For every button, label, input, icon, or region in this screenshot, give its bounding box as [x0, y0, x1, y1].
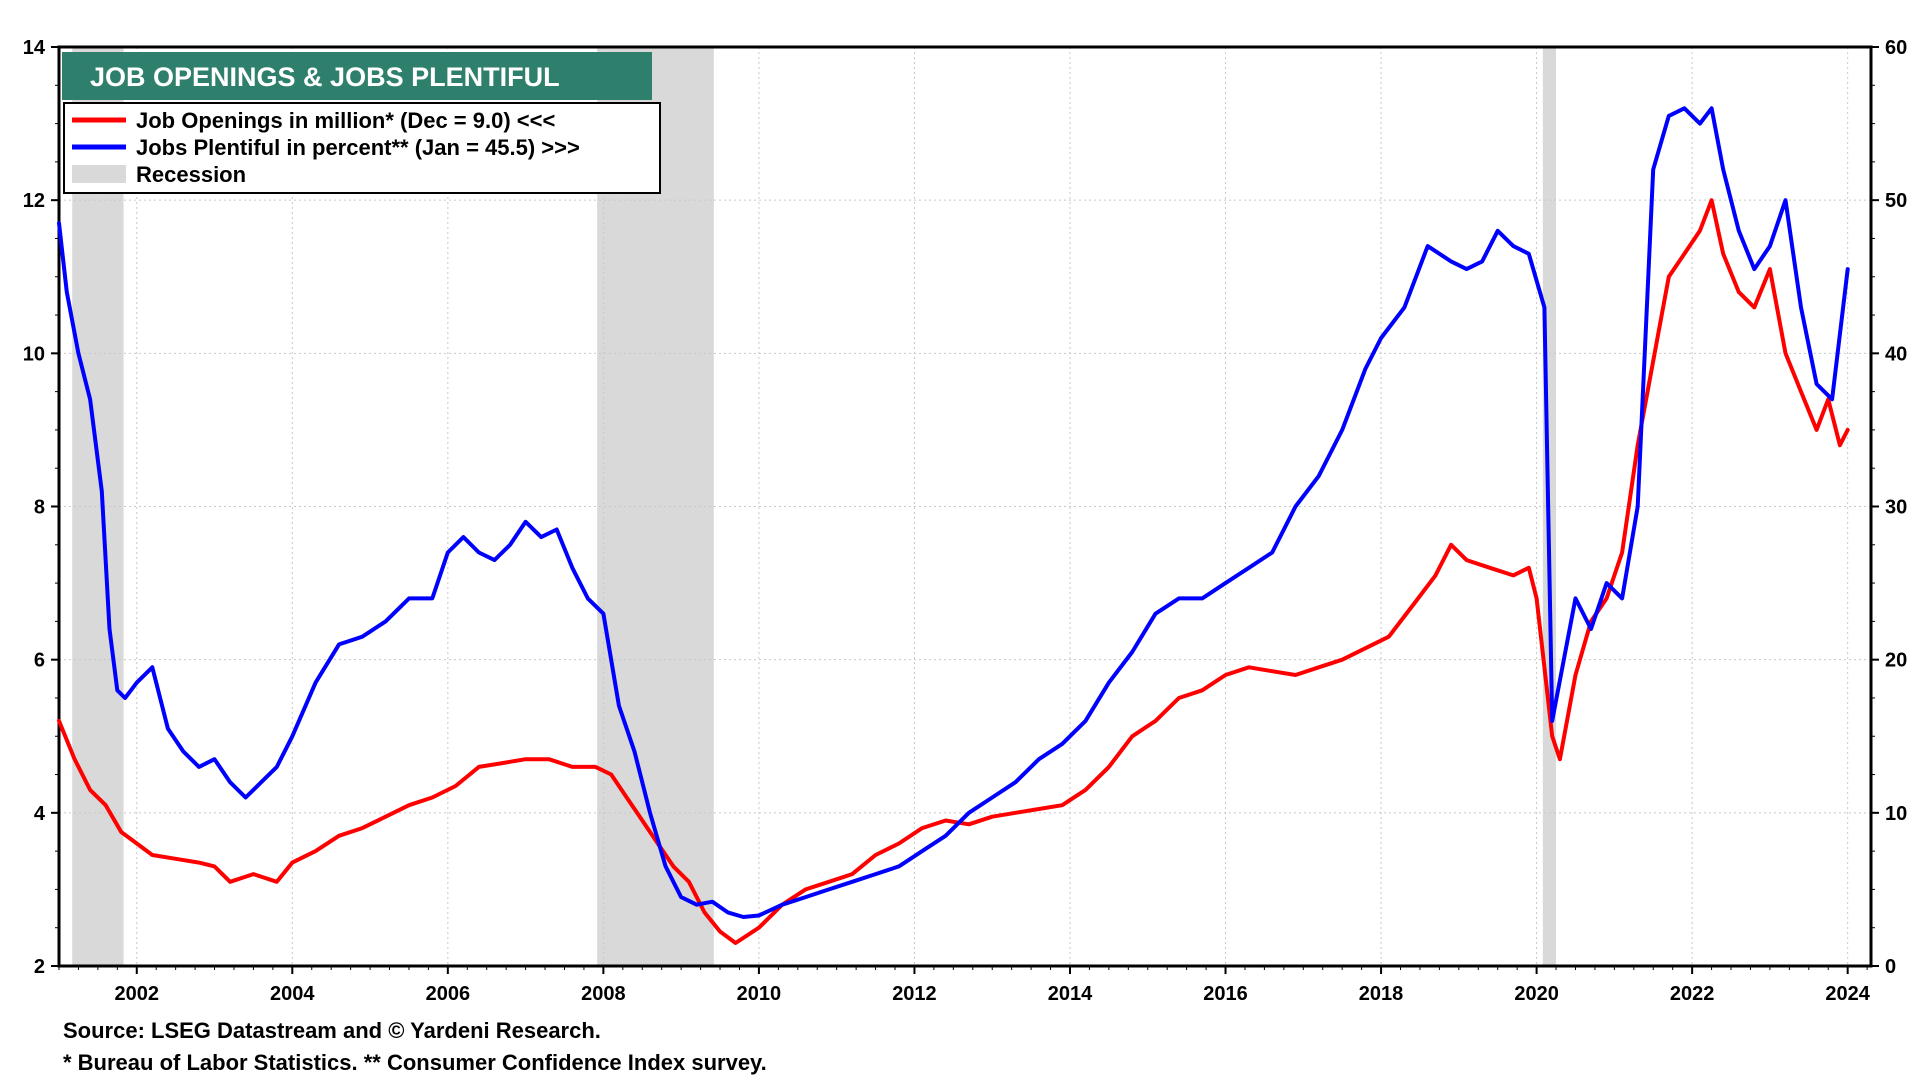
left-tick-label: 10	[23, 343, 45, 365]
left-tick-label: 4	[34, 803, 46, 825]
x-tick-label: 2010	[737, 983, 782, 1005]
right-tick-label: 10	[1885, 803, 1907, 825]
legend-label-recession: Recession	[136, 162, 246, 187]
right-axis-labels: 0 10 20 30 40 50 60	[1885, 37, 1907, 978]
x-tick-label: 2016	[1203, 983, 1248, 1005]
x-tick-label: 2002	[115, 983, 160, 1005]
x-tick-label: 2008	[581, 983, 626, 1005]
x-tick-label: 2020	[1514, 983, 1559, 1005]
right-tick-label: 0	[1885, 956, 1896, 978]
chart-title: JOB OPENINGS & JOBS PLENTIFUL	[90, 62, 560, 92]
x-tick-label: 2024	[1825, 983, 1870, 1005]
left-tick-label: 12	[23, 190, 45, 212]
legend: Job Openings in million* (Dec = 9.0) <<<…	[63, 102, 661, 194]
right-tick-label: 40	[1885, 343, 1907, 365]
right-tick-label: 30	[1885, 497, 1907, 519]
x-tick-label: 2022	[1670, 983, 1715, 1005]
x-tick-label: 2004	[270, 983, 315, 1005]
right-tick-label: 20	[1885, 650, 1907, 672]
gridlines	[59, 47, 1871, 966]
source-note: Source: LSEG Datastream and © Yardeni Re…	[63, 1018, 601, 1043]
left-tick-label: 8	[34, 497, 45, 519]
x-tick-label: 2018	[1359, 983, 1404, 1005]
x-tick-label: 2006	[426, 983, 471, 1005]
right-tick-label: 60	[1885, 37, 1907, 59]
left-tick-label: 2	[34, 956, 45, 978]
x-axis-labels: 2002 2004 2006 2008 2010 2012 2014 2016 2018 2020…	[115, 983, 1871, 1005]
left-tick-label: 14	[23, 37, 46, 59]
legend-label-job-openings: Job Openings in million* (Dec = 9.0) <<<	[136, 108, 555, 133]
right-tick-label: 50	[1885, 190, 1907, 212]
left-axis-labels: 2 4 6 8 10 12 14	[23, 37, 46, 978]
legend-label-jobs-plentiful: Jobs Plentiful in percent** (Jan = 45.5)…	[136, 135, 580, 160]
axis-ticks	[51, 46, 1879, 974]
x-tick-label: 2012	[892, 983, 937, 1005]
series-job-openings-line	[57, 198, 1850, 945]
chart-title-box: JOB OPENINGS & JOBS PLENTIFUL	[62, 52, 652, 100]
series-lines	[57, 106, 1850, 945]
left-tick-label: 6	[34, 650, 45, 672]
footnote: * Bureau of Labor Statistics. ** Consume…	[63, 1050, 767, 1075]
x-tick-label: 2014	[1048, 983, 1093, 1005]
legend-swatch-recession	[72, 165, 126, 183]
series-jobs-plentiful-line	[57, 106, 1850, 919]
